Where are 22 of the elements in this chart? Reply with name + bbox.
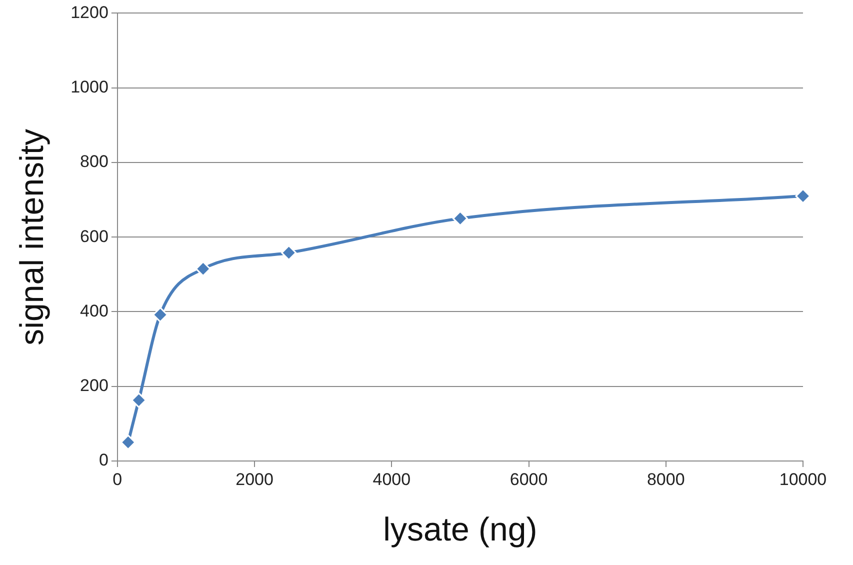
point: [120, 434, 136, 450]
y-axis-title: signal intensity: [12, 128, 50, 346]
y-tick-label: 600: [80, 226, 108, 246]
point: [152, 306, 168, 322]
point: [281, 245, 297, 261]
point: [795, 188, 811, 204]
y-tick-label: 200: [80, 376, 108, 396]
y-tick-label: 0: [98, 450, 108, 470]
x-axis-title: lysate (ng): [383, 510, 538, 548]
x-tick-label: 0: [112, 470, 122, 489]
point: [452, 210, 468, 226]
y-tick-label: 1200: [70, 2, 108, 22]
point: [131, 392, 147, 408]
y-tick-label: 1000: [70, 78, 108, 97]
y-tick-label: 800: [80, 152, 108, 172]
x-tick-label: 4000: [372, 470, 411, 489]
x-tick-label: 8000: [646, 470, 685, 489]
x-tick-label: 2000: [236, 470, 274, 489]
y-tick-label: 400: [80, 301, 108, 320]
x-tick-label: 10000: [779, 470, 827, 489]
point: [195, 261, 211, 277]
x-tick-label: 6000: [510, 470, 548, 489]
